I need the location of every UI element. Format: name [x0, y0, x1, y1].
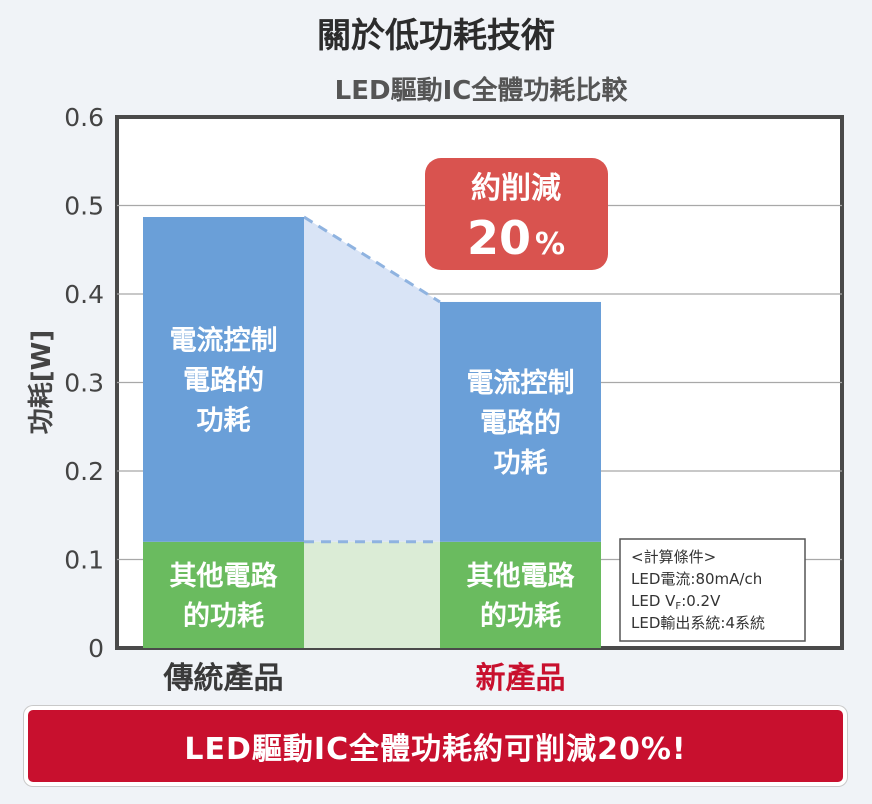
conditions-title: <計算條件>	[631, 548, 716, 566]
conditions-line-vf: LED VF:0.2V	[631, 592, 721, 612]
segment-label-line: 電流控制	[170, 325, 278, 356]
segment-label-line: 功耗	[197, 405, 251, 436]
bar-other-circuits-conventional	[143, 541, 304, 648]
y-axis-label: 功耗[W]	[27, 330, 57, 434]
conditions-vf-sub: F	[675, 601, 681, 612]
page-title: 關於低功耗技術	[317, 16, 555, 56]
reduction-badge-line1: 約削減	[471, 171, 561, 206]
y-tick-label: 0.4	[64, 280, 104, 309]
y-tick-labels: 0 0.1 0.2 0.3 0.4 0.5 0.6	[64, 103, 104, 663]
bar-current-control-new	[440, 301, 601, 542]
reduction-area-upper	[304, 217, 440, 542]
segment-label-line: 電路的	[480, 407, 561, 439]
segment-label-line: 功耗	[494, 448, 548, 479]
y-tick-label: 0.1	[64, 546, 104, 575]
y-tick-label: 0.2	[64, 457, 104, 486]
conditions-vf-label: LED V	[631, 592, 676, 610]
segment-label-line: 的功耗	[183, 600, 264, 632]
conditions-line-outputs: LED輸出系統:4系統	[631, 614, 765, 632]
bar-other-circuits-new	[440, 541, 601, 648]
category-label-conventional: 傳統產品	[163, 661, 284, 696]
conditions-vf-value: :0.2V	[681, 592, 721, 610]
reduction-badge-box	[425, 158, 608, 270]
bars	[143, 217, 601, 648]
category-label-new: 新產品	[476, 661, 566, 696]
segment-label-line: 電流控制	[467, 368, 575, 399]
y-tick-label: 0.6	[64, 103, 104, 132]
conditions-box: <計算條件> LED電流:80mA/ch LED VF:0.2V LED輸出系統…	[619, 538, 806, 642]
summary-banner: LED驅動IC全體功耗約可削減20%!	[28, 710, 843, 782]
reduction-area-lower	[304, 541, 440, 648]
reduction-badge: 約削減 20%	[425, 158, 608, 270]
chart-subtitle: LED驅動IC全體功耗比較	[334, 76, 628, 106]
category-labels: 傳統產品 新產品	[163, 661, 566, 696]
reduction-dashed-line	[303, 215, 441, 304]
reduction-transition-area	[303, 215, 441, 648]
reduction-badge-unit: %	[535, 227, 565, 262]
segment-label-line: 的功耗	[480, 600, 561, 632]
y-tick-label: 0	[88, 634, 104, 663]
reduction-badge-number: 20	[467, 211, 531, 265]
segment-label-line: 電路的	[183, 364, 264, 396]
summary-banner-text: LED驅動IC全體功耗約可削減20%!	[184, 732, 687, 767]
y-tick-label: 0.3	[64, 369, 104, 398]
conditions-line-current: LED電流:80mA/ch	[631, 570, 762, 588]
segment-label-line: 其他電路	[170, 560, 279, 592]
y-tick-label: 0.5	[64, 192, 104, 221]
segment-label-line: 其他電路	[467, 560, 576, 592]
bar-current-control-conventional	[143, 217, 304, 542]
reduction-badge-value: 20%	[467, 211, 565, 265]
